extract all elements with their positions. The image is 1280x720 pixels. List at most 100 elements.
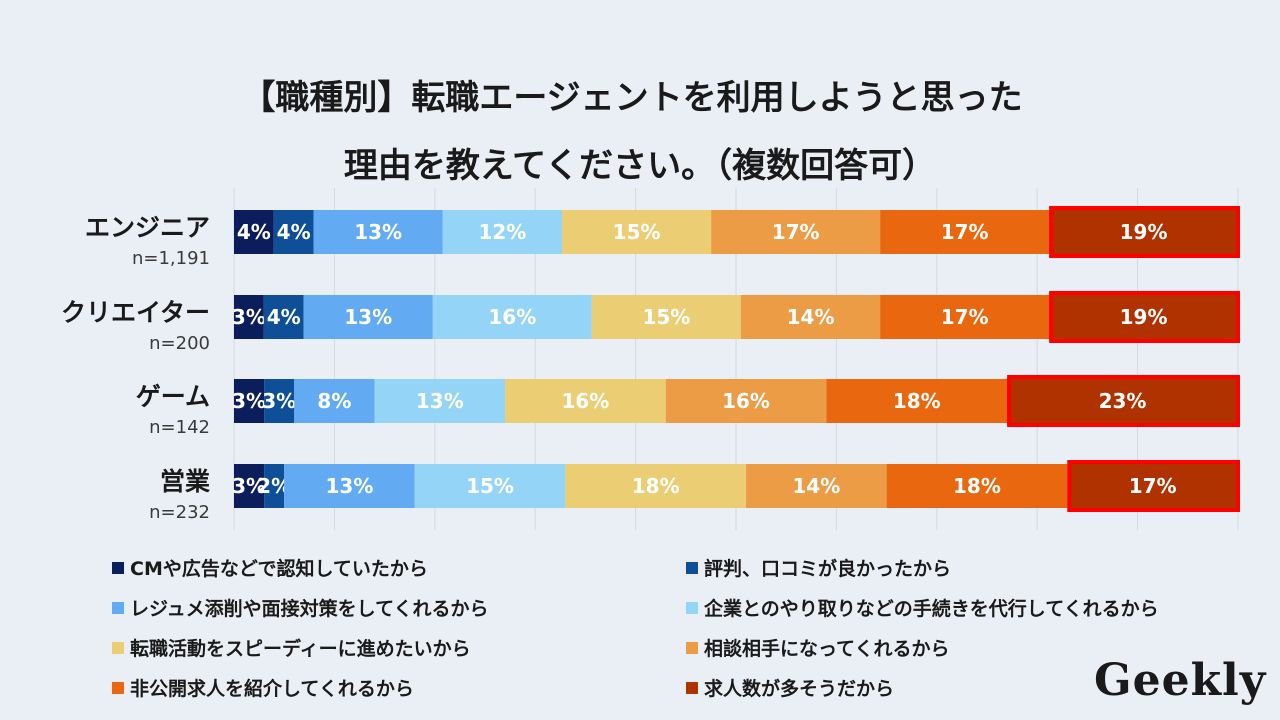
legend-swatch xyxy=(112,601,124,614)
legend-swatch xyxy=(686,641,698,654)
bar-segment xyxy=(886,464,1068,508)
data-label: 16% xyxy=(561,389,609,413)
category-label: ゲーム xyxy=(136,382,210,411)
legend-item: 求人数が多そうだから xyxy=(686,674,894,701)
legend-label: 転職活動をスピーディーに進めたいから xyxy=(130,638,471,660)
data-label: 17% xyxy=(772,220,820,244)
data-label: 3% xyxy=(232,389,266,413)
bar-segment xyxy=(442,210,563,254)
bar-segment xyxy=(303,295,433,339)
bar-row-3: 3%2% 13% 15% 18% 14% 18% 17% xyxy=(232,460,1240,512)
legend-item: 評判、口コミが良かったから xyxy=(686,554,951,581)
data-label: 3% xyxy=(232,305,266,329)
highlight-box xyxy=(1049,206,1240,258)
data-label: 16% xyxy=(488,305,536,329)
legend-swatch xyxy=(112,681,124,694)
bar-segment xyxy=(1007,379,1238,423)
highlight-box xyxy=(1007,375,1241,427)
legend-swatch xyxy=(686,681,698,694)
legend-label: 評判、口コミが良かったから xyxy=(704,558,952,580)
data-label: 23% xyxy=(1099,389,1147,413)
data-label: 14% xyxy=(792,474,840,498)
bar-segment xyxy=(880,210,1050,254)
bar-segment xyxy=(264,464,285,508)
sample-size-label: n=142 xyxy=(149,417,210,438)
legend-swatch xyxy=(686,601,698,614)
data-label: 15% xyxy=(642,305,690,329)
bar-segment xyxy=(665,379,827,423)
data-label: 17% xyxy=(941,305,989,329)
data-label: 17% xyxy=(941,220,989,244)
data-label: 13% xyxy=(344,305,392,329)
bar-row-0: 4% 4% 13% 12% 15% 17% 17% 19% xyxy=(234,206,1240,258)
data-label: 13% xyxy=(354,220,402,244)
bar-segment xyxy=(1049,210,1238,254)
legend-swatch xyxy=(112,561,124,574)
data-label: 12% xyxy=(478,220,526,244)
bar-segment xyxy=(591,295,741,339)
legend-label: 非公開求人を紹介してくれるから xyxy=(130,678,414,700)
data-label: 15% xyxy=(466,474,514,498)
bar-segment xyxy=(432,295,592,339)
bar-segment xyxy=(711,210,881,254)
data-label: 4% xyxy=(237,220,271,244)
legend-label: レジュメ添削や面接対策をしてくれるから xyxy=(130,598,489,620)
legend-item: 相談相手になってくれるから xyxy=(686,634,949,661)
bar-segment xyxy=(505,379,666,423)
legend-swatch xyxy=(686,561,698,574)
legend-label: CMや広告などで認知していたから xyxy=(130,558,428,580)
bar-segment xyxy=(263,295,304,339)
legend-swatch xyxy=(112,641,124,654)
bar-segment xyxy=(284,464,415,508)
data-label: 18% xyxy=(953,474,1001,498)
geekly-logo: Geekly xyxy=(1094,655,1267,706)
data-label: 8% xyxy=(317,389,351,413)
highlight-box xyxy=(1049,291,1240,343)
bar-segment xyxy=(234,295,264,339)
data-label: 15% xyxy=(613,220,661,244)
legend-item: 企業とのやり取りなどの手続きを代行してくれるから xyxy=(686,594,1159,621)
data-label: 18% xyxy=(893,389,941,413)
legend-label: 企業とのやり取りなどの手続きを代行してくれるから xyxy=(704,598,1159,620)
bar-segment xyxy=(746,464,887,508)
data-label: 3% xyxy=(262,389,296,413)
bar-segment xyxy=(234,464,265,508)
bar-segment xyxy=(414,464,566,508)
legend-label: 求人数が多そうだから xyxy=(704,678,895,700)
bar-segment xyxy=(273,210,314,254)
bar-segment xyxy=(294,379,375,423)
data-label: 13% xyxy=(326,474,374,498)
bar-segment xyxy=(565,464,747,508)
legend-item: CMや広告などで認知していたから xyxy=(112,554,428,581)
bar-row-1: 3% 4% 13% 16% 15% 14% 17% 19% xyxy=(232,291,1240,343)
sample-size-label: n=1,191 xyxy=(132,248,210,269)
data-label: 14% xyxy=(787,305,835,329)
bar-row-2: 3%3% 8% 13% 16% 16% 18% 23% xyxy=(232,375,1241,427)
data-label: 19% xyxy=(1120,305,1168,329)
legend-item: レジュメ添削や面接対策をしてくれるから xyxy=(112,594,489,621)
legend-item: 非公開求人を紹介してくれるから xyxy=(112,674,414,701)
bar-segment xyxy=(740,295,881,339)
sample-size-label: n=232 xyxy=(149,502,210,523)
bar-segment xyxy=(562,210,712,254)
bar-segment xyxy=(234,379,265,423)
chart-title-line-1: 【職種別】転職エージェントを利用しようと思った xyxy=(241,78,1023,118)
legend-label: 相談相手になってくれるから xyxy=(704,638,950,660)
data-label: 4% xyxy=(267,305,301,329)
bar-segment xyxy=(880,295,1050,339)
data-label: 18% xyxy=(632,474,680,498)
category-label: クリエイター xyxy=(61,298,210,327)
highlight-box xyxy=(1067,460,1240,512)
legend-item: 転職活動をスピーディーに進めたいから xyxy=(112,634,471,661)
data-label: 19% xyxy=(1120,220,1168,244)
data-label: 16% xyxy=(722,389,770,413)
category-label: エンジニア xyxy=(85,213,210,242)
bar-segment xyxy=(826,379,1008,423)
bar-segment xyxy=(1067,464,1238,508)
data-label: 4% xyxy=(277,220,311,244)
data-label: 13% xyxy=(416,389,464,413)
sample-size-label: n=200 xyxy=(149,333,210,354)
bar-segment xyxy=(374,379,506,423)
chart-title-line-2: 理由を教えてください。（複数回答可） xyxy=(343,146,937,186)
